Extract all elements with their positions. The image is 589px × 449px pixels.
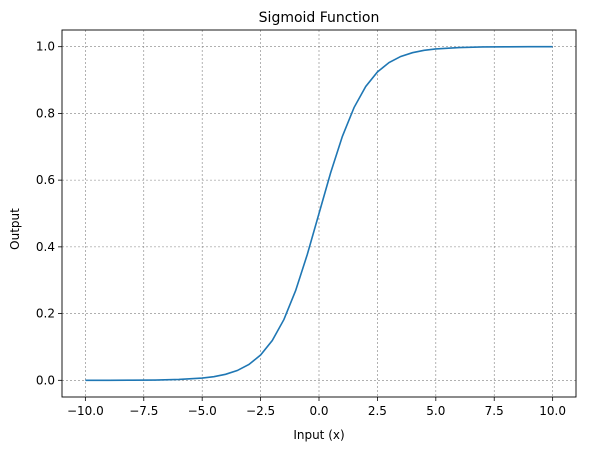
y-tick-label: 0.0 (36, 373, 55, 387)
y-tick-label: 0.6 (36, 173, 55, 187)
x-axis: −10.0 −7.5 −5.0 −2.5 0.0 2.5 5.0 7.5 10.0 (67, 397, 566, 418)
x-tick-label: −5.0 (188, 404, 217, 418)
x-tick-label: −2.5 (246, 404, 275, 418)
y-tick-label: 0.8 (36, 106, 55, 120)
x-tick-label: −10.0 (67, 404, 104, 418)
chart-title: Sigmoid Function (259, 10, 380, 26)
x-tick-label: 2.5 (368, 404, 387, 418)
grid-lines (62, 30, 576, 397)
y-tick-label: 0.2 (36, 307, 55, 321)
x-axis-title: Input (x) (293, 428, 344, 442)
x-tick-label: 5.0 (426, 404, 445, 418)
sigmoid-series-line (85, 45, 553, 382)
y-tick-label: 0.4 (36, 240, 55, 254)
x-tick-label: −7.5 (129, 404, 158, 418)
x-tick-label: 7.5 (485, 404, 504, 418)
y-axis-title: Output (8, 208, 22, 250)
y-axis: 0.0 0.2 0.4 0.6 0.8 1.0 (36, 40, 62, 387)
y-tick-label: 1.0 (36, 40, 55, 54)
x-tick-label: 0.0 (309, 404, 328, 418)
x-tick-label: 10.0 (539, 404, 566, 418)
